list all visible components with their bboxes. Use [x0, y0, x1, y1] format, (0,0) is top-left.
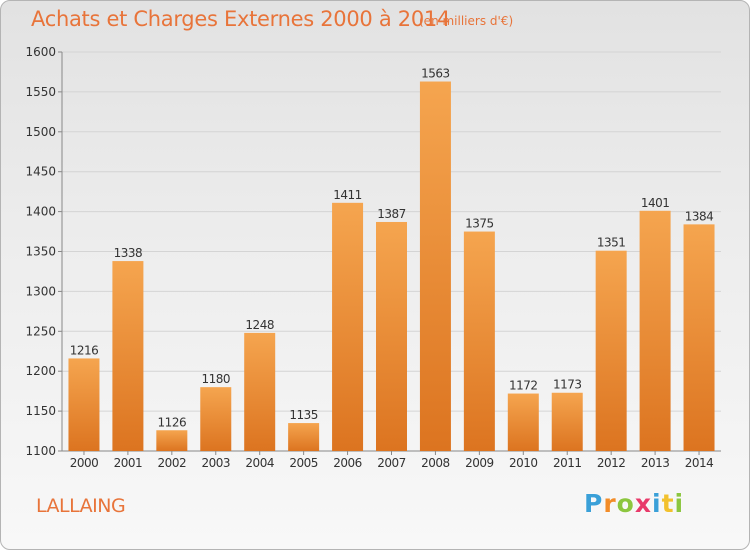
data-label-2011: 1173	[553, 378, 582, 392]
bar-2008	[419, 81, 451, 451]
data-label-2008: 1563	[421, 67, 450, 81]
data-label-2005: 1135	[289, 408, 318, 422]
bar-2003	[200, 387, 232, 451]
data-label-2009: 1375	[465, 217, 494, 231]
x-tick-label: 2003	[201, 456, 230, 470]
logo-letter: i	[674, 489, 685, 518]
x-tick-label: 2004	[245, 456, 274, 470]
y-tick-label: 1350	[25, 245, 56, 259]
data-label-2007: 1387	[377, 207, 406, 221]
y-tick-label: 1450	[25, 165, 56, 179]
data-label-2003: 1180	[201, 372, 230, 386]
chart-subtitle: (en milliers d'€)	[419, 14, 514, 28]
proxiti-logo[interactable]: Proxiti	[584, 489, 684, 518]
bar-2009	[463, 231, 495, 451]
x-tick-label: 2007	[377, 456, 406, 470]
data-label-2001: 1338	[114, 246, 143, 260]
chart-title: Achats et Charges Externes 2000 à 2014	[31, 7, 451, 31]
logo-letter: t	[661, 489, 675, 518]
bar-2000	[68, 358, 100, 451]
bar-2004	[244, 332, 276, 451]
bar-2002	[156, 430, 188, 451]
x-tick-label: 2005	[289, 456, 318, 470]
bar-2005	[288, 423, 320, 451]
y-tick-label: 1200	[25, 364, 56, 378]
y-tick-label: 1500	[25, 125, 56, 139]
bar-2012	[595, 250, 627, 451]
data-label-2010: 1172	[509, 379, 538, 393]
bar-2010	[507, 393, 539, 451]
data-label-2000: 1216	[70, 343, 99, 357]
bar-2014	[683, 224, 715, 451]
x-tick-label: 2001	[114, 456, 143, 470]
bars	[68, 81, 715, 451]
data-label-2013: 1401	[641, 196, 670, 210]
y-tick-label: 1250	[25, 324, 56, 338]
logo-letter: r	[603, 489, 617, 518]
logo-letter: P	[584, 489, 604, 518]
bar-2011	[551, 392, 583, 451]
data-label-2012: 1351	[597, 236, 626, 250]
y-tick-label: 1600	[25, 45, 56, 59]
x-tick-label: 2010	[509, 456, 538, 470]
x-tick-label: 2013	[641, 456, 670, 470]
x-tick-label: 2006	[333, 456, 362, 470]
x-tick-label: 2009	[465, 456, 494, 470]
logo-letter: o	[616, 489, 635, 518]
bar-2013	[639, 210, 671, 451]
x-tick-label: 2011	[553, 456, 582, 470]
x-tick-label: 2012	[597, 456, 626, 470]
data-label-2006: 1411	[333, 188, 362, 202]
y-tick-label: 1150	[25, 404, 56, 418]
bar-2007	[376, 221, 407, 451]
x-tick-label: 2000	[70, 456, 99, 470]
x-axis-ticks: 2000 2001 2002 2003 2004 2005 2006 2007 2008 2009…	[70, 451, 714, 470]
logo-letter: i	[652, 489, 662, 518]
logo-letter: x	[634, 489, 652, 518]
data-label-2002: 1126	[158, 415, 187, 429]
y-tick-label: 1100	[25, 444, 56, 458]
x-tick-label: 2008	[421, 456, 450, 470]
data-label-2014: 1384	[685, 209, 714, 223]
data-labels: 1216 1338 1126 1180 1248 1135 1411 1387 1563 1375…	[70, 67, 714, 430]
bar-2006	[332, 202, 364, 451]
commune-name: LALLAING	[36, 495, 126, 517]
x-tick-label: 2014	[685, 456, 714, 470]
y-axis-ticks: 1100 1150 1200 1250 1300 1350 1400 1450 1500 1550…	[25, 45, 62, 458]
y-tick-label: 1550	[25, 85, 56, 99]
bar-2001	[112, 261, 144, 451]
y-tick-label: 1300	[25, 284, 56, 298]
x-tick-label: 2002	[158, 456, 187, 470]
y-tick-label: 1400	[25, 205, 56, 219]
data-label-2004: 1248	[245, 318, 274, 332]
